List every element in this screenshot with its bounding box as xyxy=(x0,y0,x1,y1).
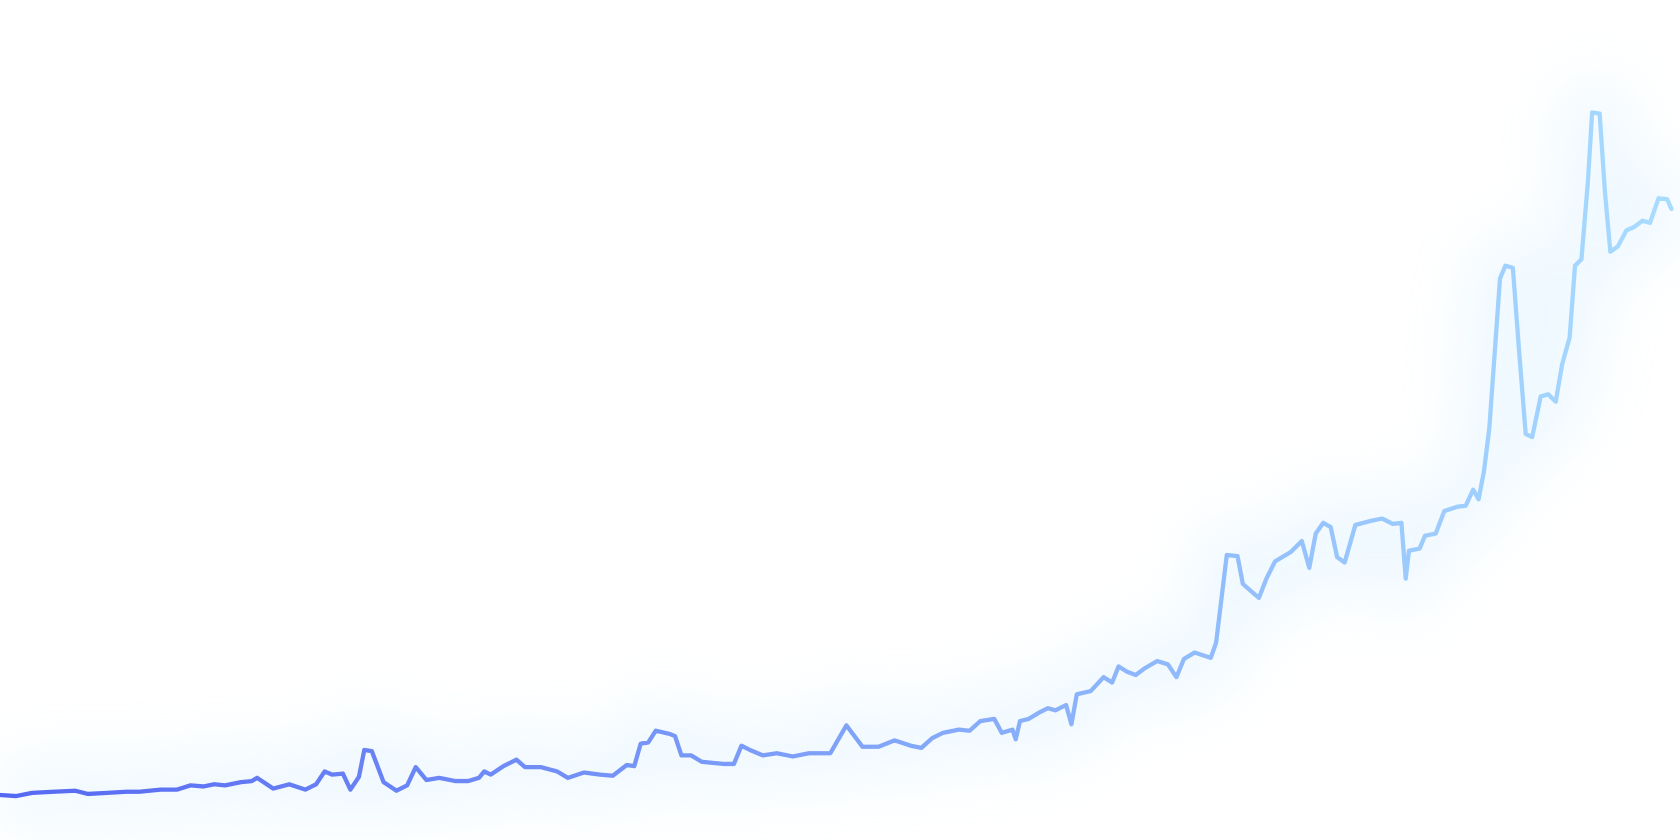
line-glow xyxy=(0,80,1680,829)
line xyxy=(0,110,1674,799)
